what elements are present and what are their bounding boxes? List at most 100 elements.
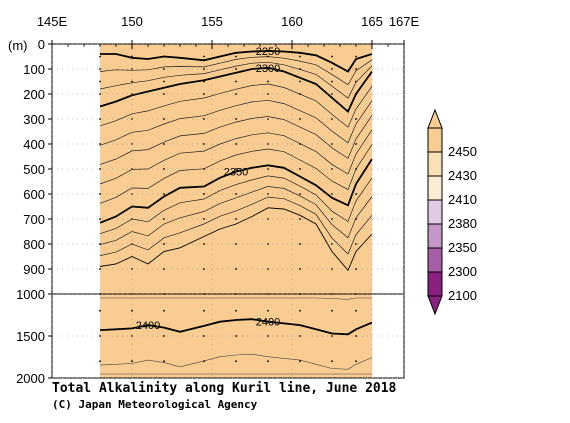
sample-point bbox=[355, 93, 357, 95]
sample-point bbox=[99, 143, 101, 145]
sample-point bbox=[267, 80, 269, 83]
sample-point bbox=[163, 55, 165, 58]
chart-credit: (C) Japan Meteorological Agency bbox=[52, 398, 258, 411]
sample-point bbox=[99, 193, 101, 195]
thin-contour-line bbox=[99, 56, 373, 86]
sample-point bbox=[235, 243, 237, 245]
legend-swatch bbox=[427, 223, 443, 249]
legend-label: 2430 bbox=[448, 168, 477, 183]
sample-point bbox=[299, 55, 301, 58]
sample-point bbox=[355, 118, 357, 120]
legend-label: 2300 bbox=[448, 264, 477, 279]
sample-point bbox=[203, 168, 205, 170]
sample-point bbox=[99, 218, 101, 220]
sample-point bbox=[267, 309, 269, 312]
sample-point bbox=[163, 360, 165, 363]
sample-point bbox=[163, 193, 165, 195]
thin-contour-line bbox=[99, 99, 373, 146]
y-tick-label: 800 bbox=[23, 237, 45, 252]
sample-point bbox=[203, 80, 205, 83]
y-tick-label: 400 bbox=[23, 137, 45, 152]
sample-point bbox=[299, 68, 301, 70]
legend-swatch bbox=[427, 151, 443, 177]
y-tick-label: 700 bbox=[23, 212, 45, 227]
sample-point bbox=[99, 360, 101, 363]
y-tick-label: 500 bbox=[23, 162, 45, 177]
sample-point bbox=[299, 218, 301, 220]
y-tick-label: 0 bbox=[38, 37, 45, 52]
sample-point bbox=[235, 335, 237, 337]
y-tick-label: 2000 bbox=[16, 371, 45, 386]
bold-contour-lines bbox=[99, 50, 373, 336]
sample-point bbox=[203, 218, 205, 220]
x-tick-label: 150 bbox=[121, 14, 143, 29]
chart-title: Total Alkalinity along Kuril line, June … bbox=[52, 381, 397, 396]
contour-line-2300 bbox=[99, 66, 373, 113]
legend-label: 2100 bbox=[448, 288, 477, 303]
legend-swatch bbox=[427, 199, 443, 225]
sample-point bbox=[235, 268, 237, 270]
sample-point bbox=[355, 80, 357, 83]
sample-point bbox=[299, 360, 301, 363]
sample-point bbox=[331, 80, 333, 83]
sample-point bbox=[203, 268, 205, 270]
sample-point bbox=[355, 268, 357, 270]
sample-point bbox=[299, 243, 301, 245]
sample-point bbox=[267, 55, 269, 58]
sample-point bbox=[99, 268, 101, 270]
sample-point bbox=[203, 335, 205, 337]
thin-contour-line bbox=[99, 83, 373, 128]
sample-point bbox=[355, 193, 357, 195]
sample-point bbox=[203, 309, 205, 312]
legend-swatch bbox=[427, 175, 443, 201]
sample-point bbox=[355, 143, 357, 145]
contour-label: 2400 bbox=[136, 320, 160, 332]
contour-label: 2250 bbox=[256, 46, 280, 58]
sample-point bbox=[235, 218, 237, 220]
legend-label: 2380 bbox=[448, 216, 477, 231]
y-axis-ticks: 0 100 200 300 400 500 600 700 800 900 1000 1500 2000 bbox=[16, 37, 52, 386]
color-legend: 2450 2430 2410 2380 2350 2300 2100 bbox=[427, 108, 477, 316]
sample-point bbox=[331, 55, 333, 58]
contour-line-2350 bbox=[99, 158, 373, 224]
sample-point bbox=[163, 168, 165, 170]
sample-point bbox=[267, 360, 269, 363]
sample-point bbox=[131, 55, 133, 58]
sample-point bbox=[163, 93, 165, 95]
sample-point bbox=[99, 243, 101, 245]
y-tick-label: 1000 bbox=[16, 287, 45, 302]
sample-point bbox=[203, 118, 205, 120]
sample-point bbox=[235, 55, 237, 58]
y-axis-unit-label: (m) bbox=[8, 38, 28, 53]
sample-point bbox=[235, 360, 237, 363]
y-tick-label: 900 bbox=[23, 262, 45, 277]
thin-contour-line bbox=[99, 196, 373, 256]
sample-point bbox=[163, 218, 165, 220]
x-tick-label: 167E bbox=[389, 14, 420, 29]
contour-line-2380 bbox=[99, 207, 373, 272]
sample-point bbox=[163, 335, 165, 337]
thin-contour-line bbox=[99, 353, 373, 370]
sample-point bbox=[235, 68, 237, 70]
sample-point bbox=[235, 168, 237, 170]
thin-contour-lines bbox=[99, 56, 373, 375]
sample-point bbox=[235, 193, 237, 195]
sample-point bbox=[203, 243, 205, 245]
sample-point bbox=[299, 168, 301, 170]
sample-point bbox=[203, 68, 205, 70]
legend-label: 2410 bbox=[448, 192, 477, 207]
sample-point bbox=[203, 143, 205, 145]
sample-point bbox=[355, 55, 357, 58]
sample-point bbox=[299, 193, 301, 195]
y-tick-label: 1500 bbox=[16, 329, 45, 344]
sample-point bbox=[235, 118, 237, 120]
contour-label: 2350 bbox=[224, 167, 248, 179]
y-tick-label: 300 bbox=[23, 112, 45, 127]
sample-point bbox=[99, 55, 101, 58]
sample-point bbox=[299, 309, 301, 312]
sample-point bbox=[99, 68, 101, 70]
sample-point bbox=[299, 118, 301, 120]
sample-point bbox=[355, 243, 357, 245]
legend-arrow-bottom bbox=[427, 295, 443, 316]
